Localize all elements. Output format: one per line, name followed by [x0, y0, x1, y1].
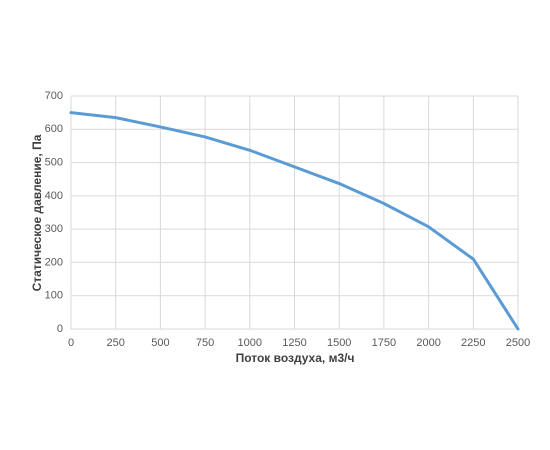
x-tick-label: 750 — [196, 337, 214, 349]
x-tick-label: 1750 — [372, 337, 396, 349]
x-tick-label: 1000 — [238, 337, 262, 349]
y-axis-title: Статическое давление, Па — [30, 134, 44, 291]
y-tick-label: 700 — [45, 90, 63, 102]
y-tick-label: 500 — [45, 156, 63, 168]
x-tick-label: 0 — [68, 337, 74, 349]
y-tick-label: 600 — [45, 123, 63, 135]
x-tick-label: 2250 — [461, 337, 485, 349]
x-tick-label: 1250 — [282, 337, 306, 349]
y-tick-label: 300 — [45, 223, 63, 235]
line-series — [69, 111, 520, 331]
y-tick-label: 100 — [45, 290, 63, 302]
y-tick-label: 0 — [57, 323, 63, 335]
x-tick-label: 2500 — [506, 337, 530, 349]
x-tick-label: 1500 — [327, 337, 351, 349]
x-tick-label: 500 — [151, 337, 169, 349]
x-tick-label: 2000 — [416, 337, 440, 349]
y-tick-label: 200 — [45, 256, 63, 268]
x-tick-label: 250 — [107, 337, 125, 349]
x-axis-title: Поток воздуха, м3/ч — [236, 351, 355, 365]
y-tick-label: 400 — [45, 190, 63, 202]
